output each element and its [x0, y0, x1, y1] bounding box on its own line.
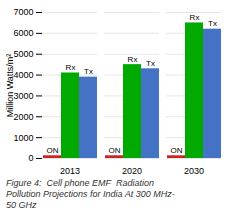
svg-text:ON: ON: [171, 146, 183, 155]
svg-text:Million Watts/m²: Million Watts/m²: [5, 54, 15, 118]
html-text:Figure 4: Cell phone EMF Radia: Figure 4: Cell phone EMF Radiation: [6, 178, 154, 188]
svg-text:Tx: Tx: [208, 19, 217, 28]
svg-text:1000: 1000: [13, 133, 33, 143]
svg-text:3000: 3000: [13, 91, 33, 101]
svg-text:6000: 6000: [13, 28, 33, 38]
svg-text:Rx: Rx: [66, 63, 76, 72]
svg-text:ON: ON: [109, 146, 121, 155]
html-text:Pollution Projections for Indi: Pollution Projections for India At 300 M…: [6, 189, 175, 199]
svg-text:2013: 2013: [60, 166, 80, 176]
svg-text:ON: ON: [47, 146, 59, 155]
svg-text:2020: 2020: [122, 166, 142, 176]
svg-text:0: 0: [28, 153, 33, 163]
svg-text:4000: 4000: [13, 70, 33, 80]
svg-text:Tx: Tx: [84, 67, 93, 76]
svg-text:Rx: Rx: [128, 55, 138, 64]
svg-text:Tx: Tx: [146, 59, 155, 68]
svg-text:5000: 5000: [13, 49, 33, 59]
html-text:50 GHz: 50 GHz: [6, 200, 37, 210]
svg-text:2030: 2030: [184, 166, 204, 176]
svg-text:Rx: Rx: [190, 13, 200, 22]
svg-text:7000: 7000: [13, 7, 33, 17]
svg-text:2000: 2000: [13, 112, 33, 122]
